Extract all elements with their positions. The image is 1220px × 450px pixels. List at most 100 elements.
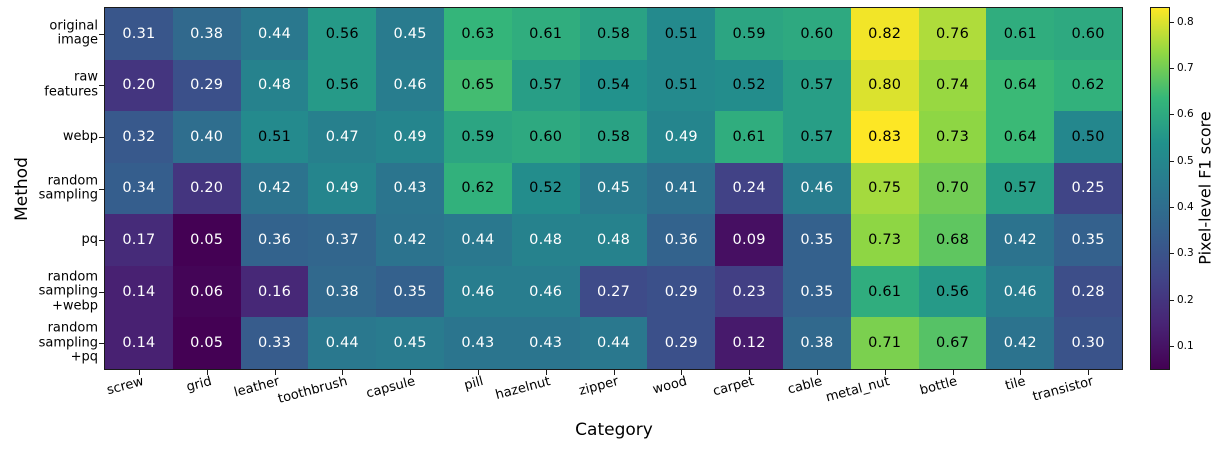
colorbar-tick-label: 0.3	[1177, 247, 1194, 260]
heatmap-cell: 0.48	[240, 59, 309, 112]
heatmap-cell: 0.75	[850, 162, 919, 215]
colorbar-tick-mark	[1170, 21, 1174, 23]
heatmap-cell: 0.29	[647, 265, 716, 318]
heatmap-cell: 0.29	[172, 59, 241, 112]
colorbar-label: Pixel-level F1 score	[1195, 111, 1215, 265]
colorbar-tick-label: 0.5	[1177, 154, 1194, 167]
x-tick-mark	[681, 370, 683, 375]
heatmap-cell: 0.44	[308, 317, 377, 369]
heatmap-cell: 0.62	[444, 162, 512, 215]
x-tick-label: cable	[786, 374, 824, 398]
heatmap-cell: 0.47	[308, 111, 377, 163]
heatmap-cell: 0.59	[444, 111, 512, 163]
heatmap-cell: 0.45	[579, 162, 648, 215]
heatmap-cell: 0.64	[986, 111, 1055, 163]
colorbar-tick-label: 0.8	[1177, 15, 1194, 28]
x-tick-label: leather	[232, 374, 282, 401]
heatmap-cell: 0.71	[850, 317, 919, 369]
y-tick-label: random sampling +webp	[38, 268, 98, 313]
heatmap-cell: 0.32	[105, 111, 173, 163]
heatmap-cell: 0.35	[783, 214, 851, 266]
colorbar-tick-label: 0.4	[1177, 201, 1194, 213]
heatmap-cell: 0.58	[579, 111, 648, 163]
heatmap-cell: 0.56	[918, 265, 987, 318]
x-tick-mark	[952, 370, 954, 375]
y-tick-mark	[99, 291, 104, 293]
colorbar-tick-mark	[1170, 207, 1174, 208]
heatmap-cell: 0.59	[715, 8, 783, 60]
heatmap-cell: 0.62	[1054, 59, 1122, 112]
heatmap-cell: 0.80	[850, 59, 919, 112]
colorbar-tick-mark	[1170, 299, 1174, 301]
x-tick-label: tile	[1003, 374, 1028, 394]
y-tick-mark	[99, 188, 104, 190]
heatmap-cell: 0.82	[850, 8, 919, 60]
x-tick-mark	[613, 370, 615, 375]
heatmap-cell: 0.43	[444, 317, 512, 369]
heatmap-cell: 0.05	[172, 317, 241, 369]
heatmap-cell: 0.61	[715, 111, 783, 163]
x-tick-label: bottle	[918, 374, 960, 399]
heatmap-cell: 0.49	[308, 162, 377, 215]
heatmap-cell: 0.05	[172, 214, 241, 266]
y-tick-mark	[99, 343, 104, 345]
heatmap-cell: 0.48	[579, 214, 648, 266]
y-tick-mark	[99, 33, 104, 35]
heatmap-cell: 0.64	[986, 59, 1055, 112]
x-tick-label: hazelnut	[494, 374, 553, 404]
heatmap-cell: 0.20	[105, 59, 173, 112]
heatmap-cell: 0.65	[444, 59, 512, 112]
x-axis-label: Category	[575, 420, 653, 440]
colorbar-tick-mark	[1170, 114, 1174, 116]
colorbar-tick-label: 0.1	[1177, 339, 1194, 352]
heatmap-cell: 0.68	[918, 214, 987, 266]
x-tick-mark	[206, 370, 208, 375]
heatmap-cell: 0.24	[715, 162, 783, 215]
heatmap-cell: 0.61	[986, 8, 1055, 60]
heatmap-cell: 0.46	[986, 265, 1055, 318]
x-tick-label: zipper	[577, 374, 621, 399]
heatmap-cell: 0.46	[444, 265, 512, 318]
heatmap-cell: 0.38	[308, 265, 377, 318]
heatmap-cell: 0.36	[240, 214, 309, 266]
heatmap-cell: 0.44	[240, 8, 309, 60]
heatmap-cell: 0.36	[647, 214, 716, 266]
heatmap-cell: 0.35	[1054, 214, 1122, 266]
colorbar-tick-label: 0.7	[1177, 62, 1194, 75]
heatmap-cell: 0.09	[715, 214, 783, 266]
x-tick-mark	[1020, 370, 1022, 375]
heatmap-cell: 0.14	[105, 265, 173, 318]
heatmap-cell: 0.57	[986, 162, 1055, 215]
heatmap-cell: 0.31	[105, 8, 173, 60]
heatmap-cell: 0.74	[918, 59, 987, 112]
heatmap-cell: 0.46	[376, 59, 444, 112]
x-tick-mark	[274, 370, 276, 375]
colorbar-gradient	[1150, 7, 1170, 370]
y-tick-mark	[99, 240, 104, 242]
heatmap-cell: 0.35	[783, 265, 851, 318]
heatmap-cell: 0.57	[783, 111, 851, 163]
x-tick-label: grid	[185, 374, 214, 396]
x-tick-mark	[1088, 370, 1090, 375]
heatmap-cell: 0.52	[715, 59, 783, 112]
heatmap-cell: 0.46	[783, 162, 851, 215]
heatmap-cell: 0.06	[172, 265, 241, 318]
y-tick-label: original image	[49, 18, 98, 48]
x-tick-mark	[816, 370, 818, 375]
heatmap-cell: 0.73	[850, 214, 919, 266]
colorbar-tick-mark	[1170, 253, 1174, 255]
heatmap-cell: 0.37	[308, 214, 377, 266]
heatmap-cell: 0.60	[1054, 8, 1122, 60]
heatmap-cell: 0.61	[850, 265, 919, 318]
x-tick-label: pill	[462, 374, 485, 394]
x-tick-label: wood	[650, 374, 689, 398]
y-tick-mark	[99, 85, 104, 87]
heatmap-cell: 0.70	[918, 162, 987, 215]
heatmap-cell: 0.57	[783, 59, 851, 112]
heatmap-cell: 0.51	[647, 8, 716, 60]
heatmap-grid: 0.31 0.38 0.44 0.56 0.45 0.63 0.61 0.58 0.51 0.59…	[104, 7, 1123, 370]
heatmap-cell: 0.60	[783, 8, 851, 60]
heatmap-cell: 0.28	[1054, 265, 1122, 318]
x-tick-label: screw	[105, 374, 146, 399]
